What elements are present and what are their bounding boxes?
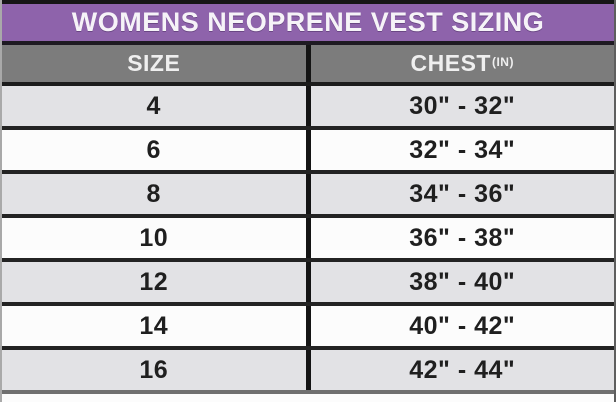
chest-column-label: CHEST — [410, 50, 491, 76]
table-header-row: SIZE CHEST (IN) — [2, 45, 614, 86]
chest-cell: 36" - 38" — [310, 218, 614, 258]
table-row: 8 34" - 36" — [2, 174, 614, 218]
column-header-chest: CHEST (IN) — [310, 45, 614, 82]
table-row: 6 32" - 34" — [2, 130, 614, 174]
chest-cell: 42" - 44" — [310, 350, 614, 390]
size-column-label: SIZE — [127, 50, 181, 76]
column-header-size: SIZE — [2, 45, 311, 82]
title-bar: WOMENS NEOPRENE VEST SIZING — [2, 4, 614, 45]
page-title: WOMENS NEOPRENE VEST SIZING — [71, 7, 545, 37]
size-cell: 16 — [2, 350, 311, 390]
size-cell: 8 — [2, 174, 311, 214]
chest-unit-superscript: (IN) — [491, 54, 514, 69]
table-row: 16 42" - 44" — [2, 350, 614, 394]
top-border-line — [2, 0, 614, 4]
chest-cell: 34" - 36" — [310, 174, 614, 214]
chest-cell: 30" - 32" — [310, 86, 614, 126]
chest-cell: 38" - 40" — [310, 262, 614, 302]
chest-cell: 40" - 42" — [310, 306, 614, 346]
size-cell: 12 — [2, 262, 311, 302]
chest-cell: 32" - 34" — [310, 130, 614, 170]
table-row: 14 40" - 42" — [2, 306, 614, 350]
table-row: 4 30" - 32" — [2, 86, 614, 130]
size-cell: 4 — [2, 86, 311, 126]
size-cell: 6 — [2, 130, 311, 170]
table-row: 12 38" - 40" — [2, 262, 614, 306]
table-row: 10 36" - 38" — [2, 218, 614, 262]
size-cell: 14 — [2, 306, 311, 346]
size-cell: 10 — [2, 218, 311, 258]
